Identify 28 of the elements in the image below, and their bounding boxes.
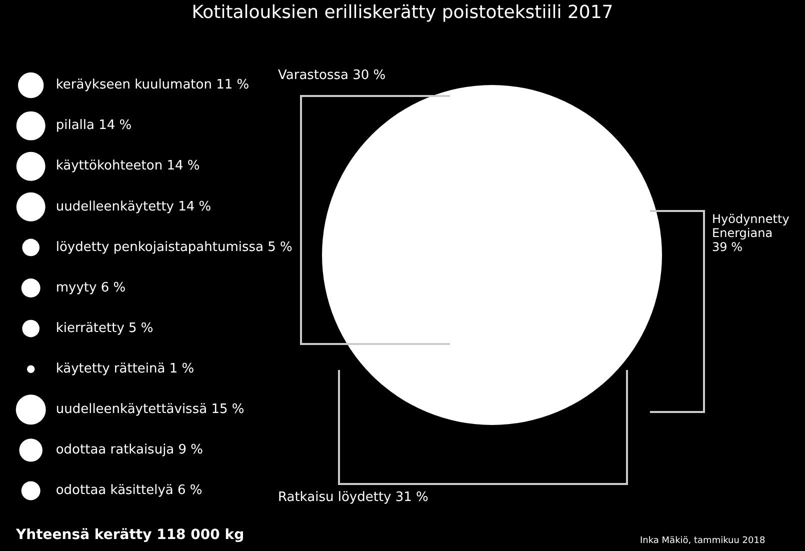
category-label: uudelleenkäytettävissä: [56, 402, 208, 418]
data-label: 11 %: [216, 78, 250, 93]
category-label: odottaa käsittelyä: [56, 483, 174, 498]
category-label: löydetty penkojaistapahtumissa: [56, 240, 264, 255]
text: Hyödynnetty Energiana 39 %: [712, 212, 790, 254]
text: Kotitalouksien erilliskerätty poistotekstiili 2017: [190, 2, 614, 23]
category-label: odottaa ratkaisuja: [56, 442, 174, 458]
data-label: 5 %: [268, 240, 292, 255]
category-label: keräykseen kuulumaton: [56, 78, 212, 93]
text: Ratkaisu löydetty 31 %: [278, 490, 428, 505]
category-label: käyttökohteeton: [56, 158, 163, 174]
data-label: 14 %: [178, 199, 212, 214]
category-label: pilalla: [56, 118, 94, 134]
text: Inka Mäkiö, tammikuu 2018: [640, 536, 766, 546]
category-label: uudelleenkäytetty: [56, 199, 174, 214]
category-label: kierrätetty: [56, 320, 125, 336]
data-label: 14 %: [98, 118, 132, 134]
data-label: 6 %: [100, 280, 126, 296]
category-label: myyty: [56, 280, 97, 296]
category-label: käytetty rätteinä: [56, 361, 166, 376]
data-label: 9 %: [178, 442, 204, 458]
text: Yhteensä kerätty 118 000 kg: [16, 527, 244, 543]
data-label: 15 %: [211, 402, 244, 418]
data-label: 5 %: [128, 320, 154, 336]
data-label: 6 %: [178, 483, 202, 498]
data-label: 14 %: [166, 158, 200, 174]
text: Varastossa 30 %: [278, 68, 386, 83]
data-label: 1 %: [169, 361, 194, 376]
